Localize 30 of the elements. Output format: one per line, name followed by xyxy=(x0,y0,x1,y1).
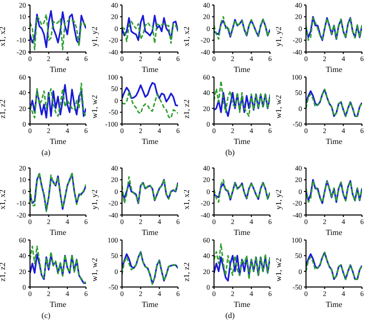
x-axis-title: Time xyxy=(234,228,251,237)
x-axis-title: Time xyxy=(50,300,67,309)
x-axis-title: Time xyxy=(142,137,159,146)
text: (c) xyxy=(40,311,52,320)
x-axis-title: Time xyxy=(234,65,251,74)
text: (d) xyxy=(224,311,236,320)
x-axis-title: Time xyxy=(326,65,343,74)
x-axis-title: Time xyxy=(234,137,251,146)
line-series xyxy=(30,246,86,283)
line-series xyxy=(122,20,178,44)
x-axis-title: Time xyxy=(50,65,67,74)
line-series xyxy=(122,14,178,42)
line-series xyxy=(122,82,178,106)
x-axis-title: Time xyxy=(142,300,159,309)
x-axis-title: Time xyxy=(326,137,343,146)
x-axis-title: Time xyxy=(50,228,67,237)
x-axis-title: Time xyxy=(50,137,67,146)
x-axis-title: Time xyxy=(142,228,159,237)
x-axis-title: Time xyxy=(142,65,159,74)
line-series xyxy=(122,92,178,119)
x-axis-title: Time xyxy=(326,228,343,237)
text: (b) xyxy=(224,148,236,157)
line-series xyxy=(214,80,270,117)
x-axis-title: Time xyxy=(234,300,251,309)
line-series xyxy=(214,243,270,280)
line-series xyxy=(30,253,86,284)
x-axis-title: Time xyxy=(326,300,343,309)
line-series xyxy=(214,254,270,282)
text: (a) xyxy=(40,148,52,157)
line-series xyxy=(214,92,270,117)
